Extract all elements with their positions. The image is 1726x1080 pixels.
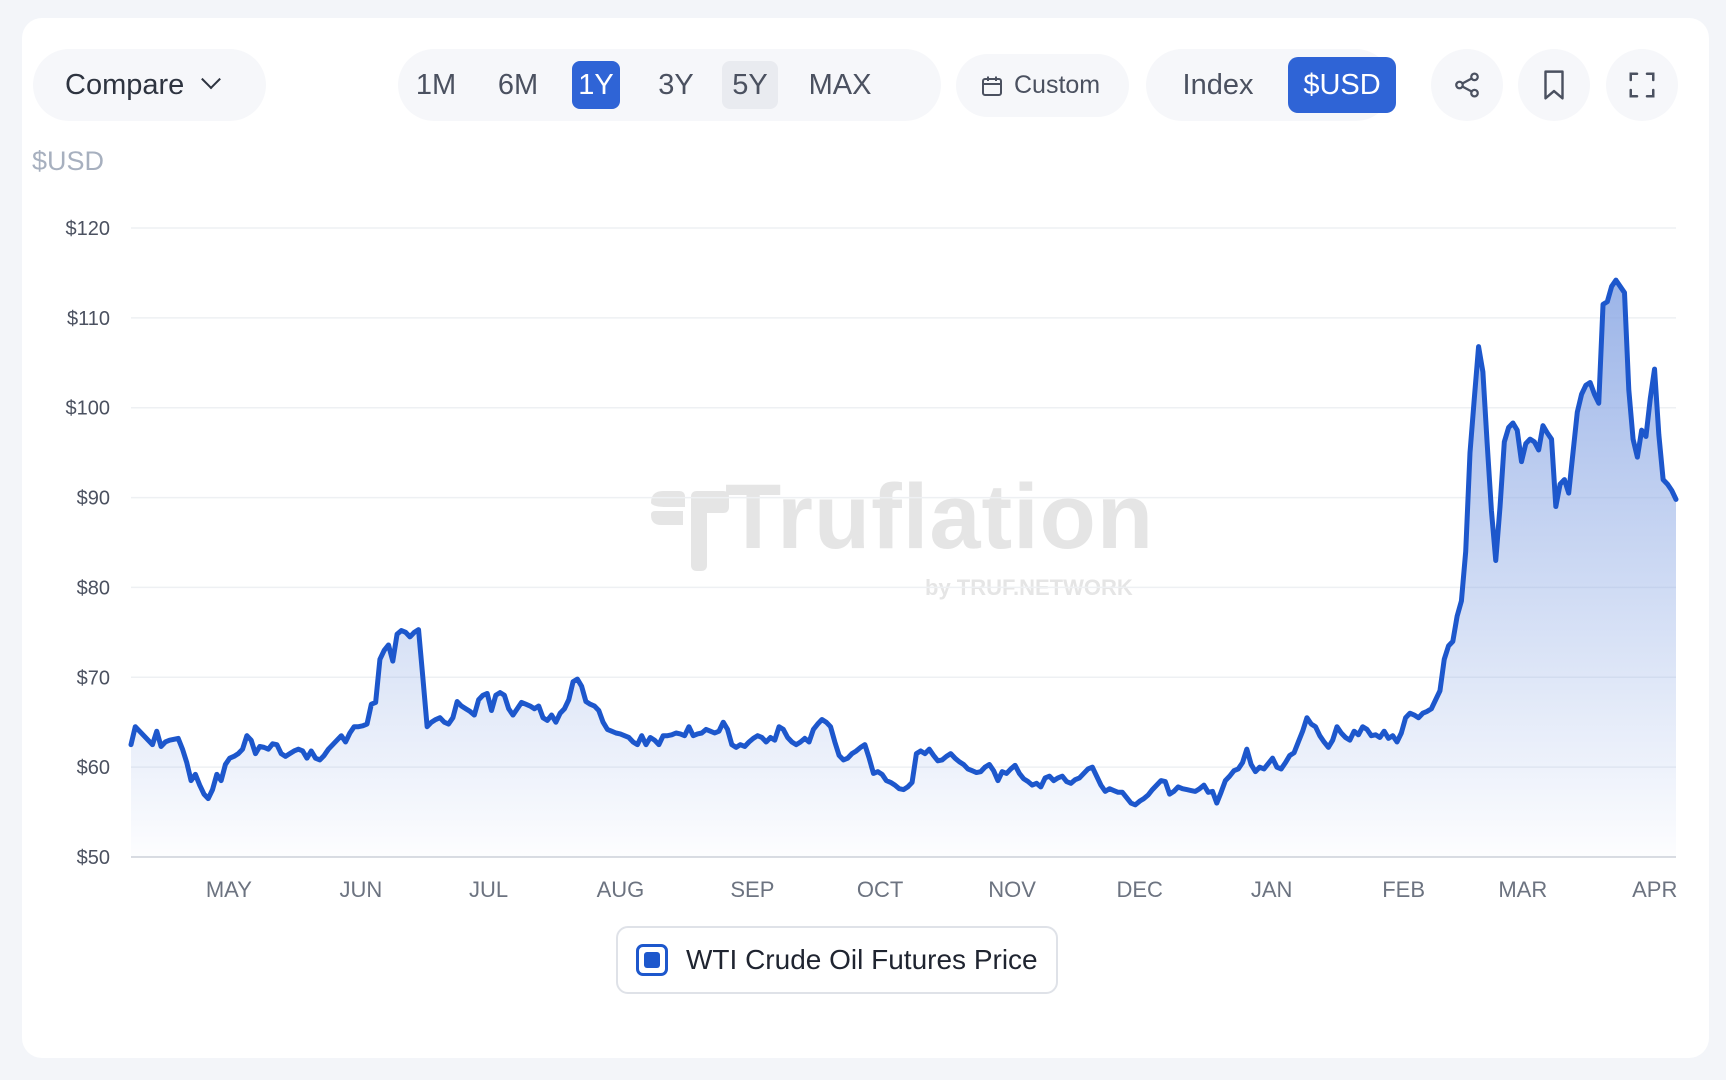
fullscreen-button[interactable] [1606,49,1678,121]
price-line [128,277,1679,808]
range-button-6m[interactable]: 6M [497,68,539,101]
custom-label: Custom [1014,71,1101,99]
x-tick-label: APR [1632,877,1677,902]
range-selector: 1M 6M 1Y 3Y 5Y MAX [398,49,941,121]
x-tick-label: SEP [730,877,774,902]
y-tick-label: $100 [66,398,111,420]
truflation-watermark: Truflation by TRUF.NETWORK [625,465,1165,615]
x-tick-label: AUG [597,877,645,902]
mode-index-button[interactable]: Index [1182,68,1254,101]
x-tick-label: NOV [988,877,1036,902]
share-icon [1455,72,1479,98]
chart-card [22,18,1709,1058]
x-tick-label: JAN [1251,877,1293,902]
range-button-1m[interactable]: 1M [415,68,457,101]
price-area [131,280,1676,857]
custom-range-button[interactable]: Custom [956,54,1129,117]
y-tick-label: $80 [77,577,110,599]
x-tick-label: MAR [1498,877,1547,902]
y-tick-label: $50 [77,847,110,869]
y-tick-label: $60 [77,757,110,779]
legend-label: WTI Crude Oil Futures Price [686,944,1038,975]
display-mode-toggle: Index $USD [1146,49,1396,121]
calendar-icon [982,76,1002,96]
x-tick-label: JUN [339,877,382,902]
truflation-logo-icon [651,491,729,571]
x-tick-label: JUL [469,877,508,902]
fullscreen-icon [1629,72,1655,98]
range-button-1y[interactable]: 1Y [572,61,620,109]
y-tick-label: $70 [77,667,110,689]
y-tick-label: $120 [66,218,111,240]
x-tick-label: OCT [857,877,903,902]
y-tick-label: $110 [67,308,110,330]
compare-dropdown[interactable]: Compare [33,49,266,121]
bookmark-button[interactable] [1518,49,1590,121]
y-tick-label: $90 [77,488,110,510]
mode-usd-button[interactable]: $USD [1288,57,1396,113]
bookmark-icon [1544,70,1564,100]
unit-label: $USD [32,146,105,176]
legend-item-wti[interactable]: WTI Crude Oil Futures Price [616,926,1058,994]
x-tick-label: DEC [1116,877,1163,902]
legend-swatch [636,944,668,976]
range-button-3y[interactable]: 3Y [658,68,694,101]
range-button-5y[interactable]: 5Y [722,61,778,109]
x-tick-label: FEB [1382,877,1425,902]
share-button[interactable] [1431,49,1503,121]
watermark-brand: Truflation [725,466,1155,568]
range-button-max[interactable]: MAX [808,68,872,101]
compare-label: Compare [65,68,185,101]
x-tick-label: MAY [206,877,252,902]
